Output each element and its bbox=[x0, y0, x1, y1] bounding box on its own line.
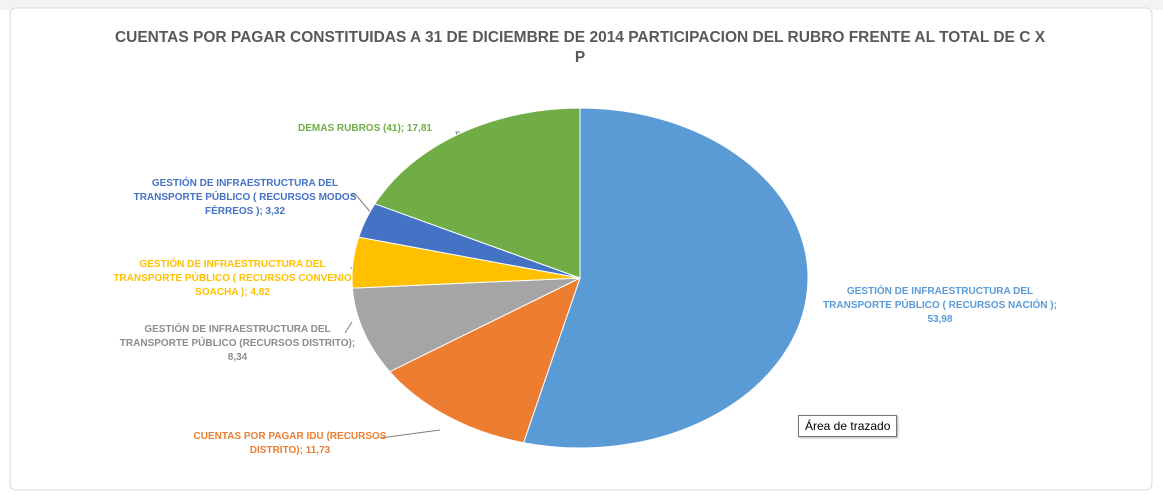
chart-title: CUENTAS POR PAGAR CONSTITUIDAS A 31 DE D… bbox=[114, 29, 1046, 66]
pie-slice bbox=[522, 107, 809, 449]
pie-slice bbox=[374, 107, 581, 279]
pie-slice bbox=[388, 277, 581, 444]
data-label: CUENTAS POR PAGAR IDU (RECURSOS DISTRITO… bbox=[193, 431, 387, 456]
tooltip: Área de trazado bbox=[798, 415, 898, 437]
data-label: GESTIÓN DE INFRAESTRUCTURA DEL TRANSPORT… bbox=[119, 324, 356, 363]
data-label: GESTIÓN DE INFRAESTRUCTURA DEL TRANSPORT… bbox=[823, 286, 1057, 325]
top-strip bbox=[0, 0, 1163, 10]
pie-slice bbox=[351, 277, 581, 373]
data-label: GESTIÓN DE INFRAESTRUCTURA DEL TRANSPORT… bbox=[133, 178, 357, 217]
data-label: DEMAS RUBROS (41); 17,81 bbox=[298, 123, 432, 134]
data-label: GESTIÓN DE INFRAESTRUCTURA DEL TRANSPORT… bbox=[113, 259, 352, 298]
